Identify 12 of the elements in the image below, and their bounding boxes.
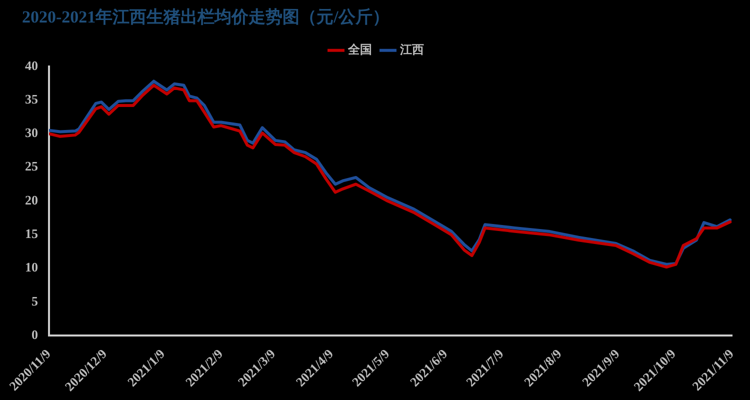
legend-label: 江西 <box>399 42 424 56</box>
y-tick-label: 25 <box>25 158 38 174</box>
chart-title: 2020-2021年江西生猪出栏均价走势图（元/公斤） <box>22 8 390 27</box>
y-tick-label: 35 <box>25 91 38 106</box>
y-tick-label: 15 <box>25 226 38 242</box>
y-tick-label: 5 <box>32 293 38 308</box>
y-tick-label: 20 <box>25 192 38 208</box>
y-tick-label: 0 <box>32 327 38 342</box>
legend-label: 全国 <box>347 42 372 56</box>
y-tick-label: 30 <box>25 125 38 140</box>
y-tick-label: 40 <box>25 58 38 73</box>
y-tick-label: 10 <box>25 260 38 275</box>
